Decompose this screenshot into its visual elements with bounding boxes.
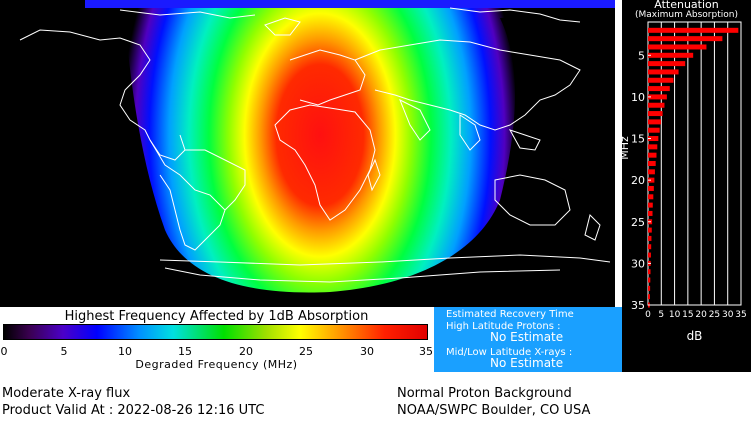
- x-tick-label: 25: [709, 310, 720, 320]
- product-valid: Product Valid At : 2022-08-26 12:16 UTC: [2, 403, 265, 418]
- attenuation-bar: [648, 169, 655, 175]
- x-axis-label: dB: [687, 329, 703, 343]
- high-lat-label: High Latitude Protons :: [446, 321, 561, 332]
- y-tick-label: 20: [631, 174, 645, 187]
- mid-lat-value: No Estimate: [490, 356, 564, 370]
- y-tick-label: 15: [631, 133, 645, 146]
- attenuation-bar: [648, 294, 650, 300]
- x-tick-label: 10: [669, 310, 681, 320]
- y-tick-label: 10: [631, 91, 645, 104]
- colorbar-tick: 15: [178, 345, 192, 358]
- flux-status: Moderate X-ray flux: [2, 386, 131, 401]
- attenuation-bar: [648, 119, 662, 125]
- attenuation-bar: [648, 161, 656, 166]
- recovery-title: Estimated Recovery Time: [446, 309, 574, 320]
- attenuation-bar: [648, 194, 654, 200]
- top-band: [85, 0, 615, 8]
- colorbar-tick: 25: [299, 345, 313, 358]
- attenuation-bar: [648, 61, 686, 67]
- colorbar-tick: 35: [419, 345, 433, 358]
- x-tick-label: 35: [735, 310, 746, 320]
- attenuation-bar: [648, 177, 655, 183]
- x-tick-label: 20: [695, 310, 707, 320]
- proton-status: Normal Proton Background: [397, 386, 572, 401]
- footer: Moderate X-ray flux Normal Proton Backgr…: [0, 372, 751, 423]
- colorbar-tick: 0: [0, 345, 8, 358]
- y-tick-label: 35: [631, 299, 645, 312]
- y-axis-label: MHz: [622, 136, 631, 160]
- attenuation-bar: [648, 86, 670, 92]
- world-map-svg: [19, 0, 615, 293]
- colorbar-tick: 10: [118, 345, 132, 358]
- attenuation-title: Attenuation: [654, 0, 719, 11]
- attenuation-bar: [648, 127, 660, 133]
- mid-lat-label: Mid/Low Latitude X-rays :: [446, 347, 573, 358]
- x-tick-label: 0: [645, 310, 651, 320]
- attenuation-bar: [648, 52, 694, 58]
- y-tick-label: 30: [631, 257, 645, 270]
- attenuation-bar: [648, 152, 657, 158]
- attenuation-bar: [648, 202, 653, 208]
- attenuation-bar: [648, 227, 652, 233]
- source-label: NOAA/SWPC Boulder, CO USA: [397, 403, 591, 418]
- attenuation-bar: [648, 244, 652, 250]
- attenuation-bar: [648, 136, 659, 142]
- attenuation-bar: [648, 277, 651, 283]
- attenuation-bar: [648, 144, 658, 150]
- attenuation-bar: [648, 69, 679, 75]
- legend-title: Highest Frequency Affected by 1dB Absorp…: [64, 309, 369, 324]
- absorption-region: [95, 0, 610, 293]
- high-lat-value: No Estimate: [490, 330, 564, 344]
- attenuation-bar: [648, 285, 651, 291]
- attenuation-bar: [648, 77, 674, 83]
- attenuation-bar: [648, 252, 651, 258]
- attenuation-bar: [648, 111, 663, 117]
- colorbar-tick: 30: [360, 345, 374, 358]
- coastlines: [19, 7, 611, 283]
- attenuation-panel: Attenuation (Maximum Absorption) 5 10 15 20…: [622, 0, 751, 372]
- colorbar-tick: 20: [239, 345, 253, 358]
- x-tick-label: 5: [658, 310, 664, 320]
- recovery-panel: Estimated Recovery Time High Latitude Pr…: [434, 307, 622, 372]
- legend-xlabel: Degraded Frequency (MHz): [135, 358, 298, 371]
- attenuation-subtitle: (Maximum Absorption): [635, 10, 738, 20]
- attenuation-bar: [648, 185, 654, 191]
- attenuation-bar: [648, 36, 723, 42]
- y-tick-label: 5: [638, 49, 645, 62]
- attenuation-bar: [648, 235, 652, 241]
- attenuation-bar: [648, 269, 651, 275]
- x-tick-label: 30: [722, 310, 734, 320]
- absorption-map: [0, 0, 615, 307]
- attenuation-bar: [648, 210, 653, 216]
- frequency-colorbar: [3, 324, 428, 340]
- attenuation-bar: [648, 44, 707, 50]
- x-tick-label: 15: [682, 310, 693, 320]
- attenuation-bar: [648, 94, 667, 100]
- attenuation-bar: [648, 102, 665, 108]
- attenuation-bar: [648, 27, 739, 33]
- colorbar-tick: 5: [60, 345, 68, 358]
- y-tick-label: 25: [631, 216, 645, 229]
